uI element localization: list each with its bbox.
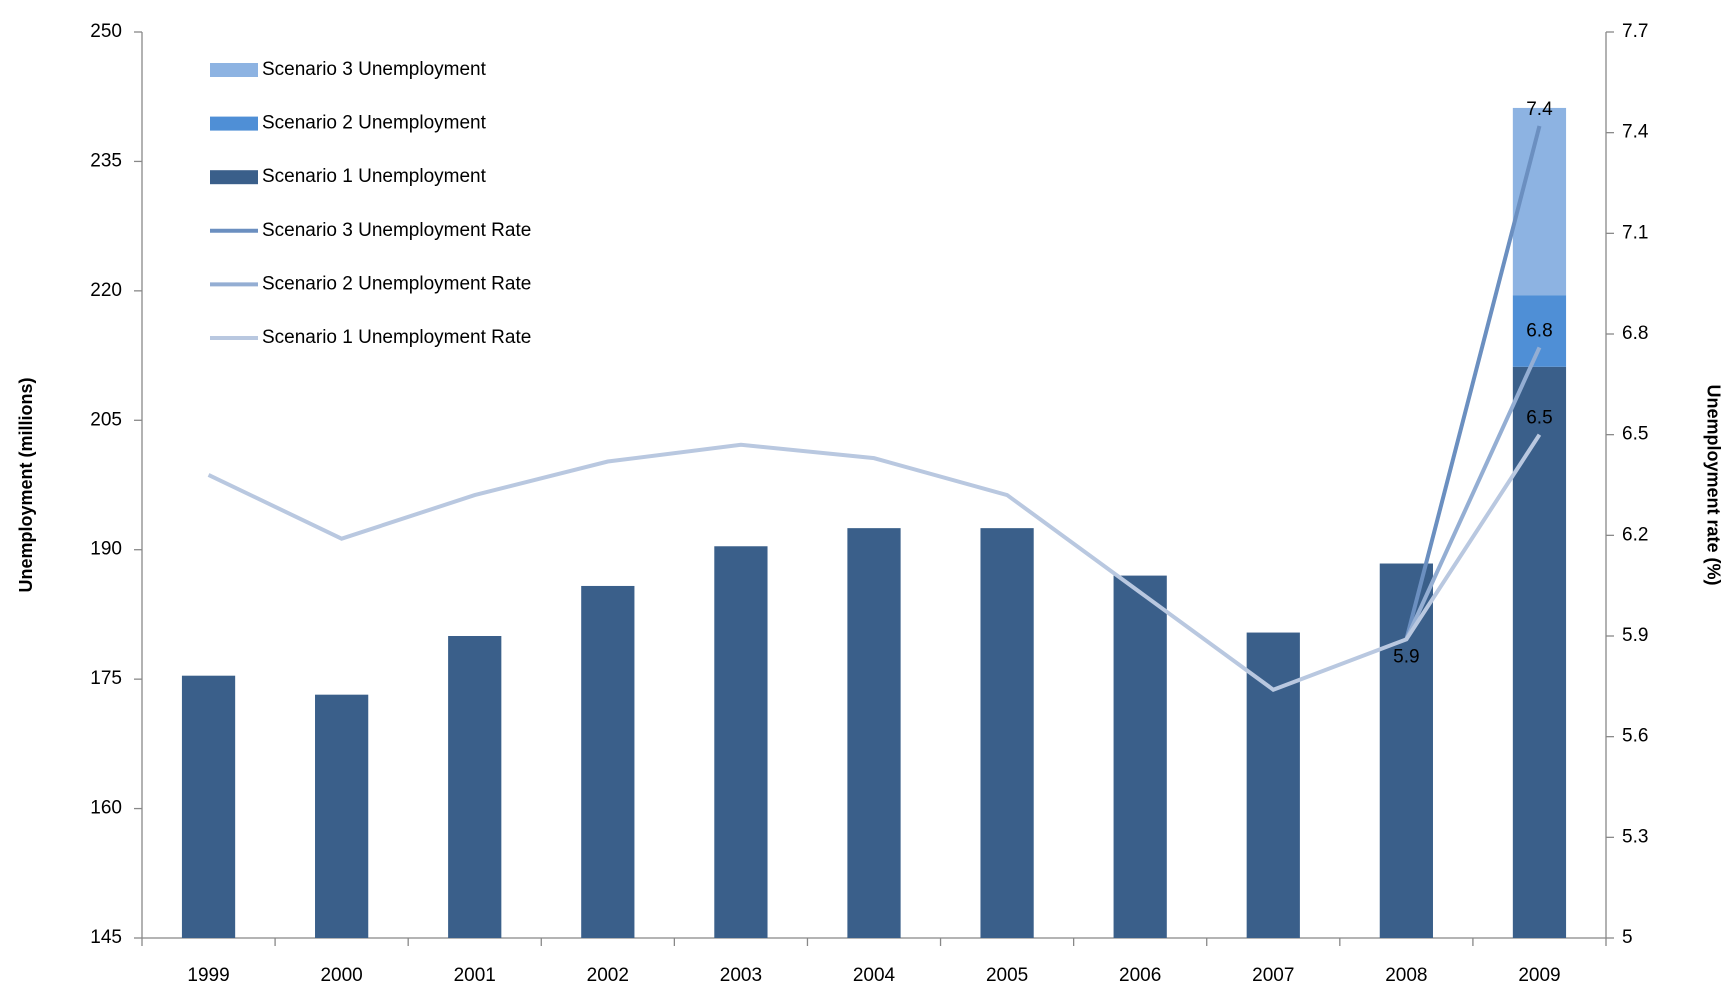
- x-tick-label: 2003: [720, 965, 762, 986]
- y-axis-title: Unemployment (millions): [16, 377, 36, 592]
- y-tick-label: 175: [90, 668, 122, 689]
- x-tick-label: 2009: [1518, 965, 1560, 986]
- legend-label: Scenario 1 Unemployment Rate: [262, 327, 531, 348]
- bar: [181, 675, 236, 938]
- x-tick-label: 2007: [1252, 965, 1294, 986]
- rate-line: [207, 433, 1542, 692]
- y2-tick-label: 5.9: [1622, 625, 1648, 646]
- y-tick-label: 145: [90, 927, 122, 948]
- legend-label: Scenario 3 Unemployment Rate: [262, 220, 531, 241]
- data-label: 7.4: [1526, 99, 1553, 120]
- x-tick-label: 2005: [986, 965, 1028, 986]
- legend-swatch: [210, 170, 258, 185]
- y2-tick-label: 5.6: [1622, 726, 1648, 747]
- y2-tick-label: 7.1: [1622, 222, 1648, 243]
- y-tick-label: 205: [90, 409, 122, 430]
- y-tick-label: 220: [90, 280, 122, 301]
- x-tick-label: 2006: [1119, 965, 1161, 986]
- y2-tick-label: 5.3: [1622, 826, 1648, 847]
- x-tick-label: 2001: [454, 965, 496, 986]
- legend-label: Scenario 3 Unemployment: [262, 59, 487, 80]
- bar: [1113, 575, 1167, 938]
- y2-tick-label: 6.2: [1622, 524, 1648, 545]
- y-tick-label: 235: [90, 150, 122, 171]
- bar: [847, 528, 901, 938]
- x-tick-label: 2008: [1385, 965, 1427, 986]
- legend-label: Scenario 2 Unemployment Rate: [262, 273, 531, 294]
- legend-label: Scenario 1 Unemployment: [262, 166, 487, 187]
- y-tick-label: 190: [90, 539, 122, 560]
- y2-axis-title: Unemployment rate (%): [1703, 384, 1723, 585]
- legend-swatch: [210, 116, 258, 131]
- bar: [581, 585, 635, 938]
- x-tick-label: 1999: [187, 965, 229, 986]
- rate-line: [1404, 346, 1542, 641]
- y-tick-label: 250: [90, 21, 122, 42]
- bar: [980, 528, 1034, 938]
- x-tick-label: 2004: [853, 965, 896, 986]
- y2-tick-label: 7.7: [1622, 21, 1648, 42]
- y-tick-label: 160: [90, 798, 122, 819]
- bar: [714, 546, 768, 938]
- bar: [315, 694, 369, 938]
- legend-swatch: [210, 63, 258, 77]
- x-tick-label: 2000: [320, 965, 362, 986]
- legend-label: Scenario 2 Unemployment: [262, 113, 487, 134]
- bar: [1512, 295, 1567, 367]
- y2-tick-label: 7.4: [1622, 122, 1649, 143]
- rate-line: [1404, 125, 1542, 640]
- data-label: 6.8: [1526, 320, 1552, 341]
- data-label: 5.9: [1393, 646, 1419, 667]
- y2-tick-label: 5: [1622, 927, 1633, 948]
- data-label: 6.5: [1526, 408, 1552, 429]
- bar: [1512, 366, 1567, 938]
- bar: [1379, 563, 1433, 938]
- x-tick-label: 2002: [587, 965, 629, 986]
- y2-tick-label: 6.5: [1622, 424, 1648, 445]
- bar: [448, 636, 502, 938]
- y2-tick-label: 6.8: [1622, 323, 1648, 344]
